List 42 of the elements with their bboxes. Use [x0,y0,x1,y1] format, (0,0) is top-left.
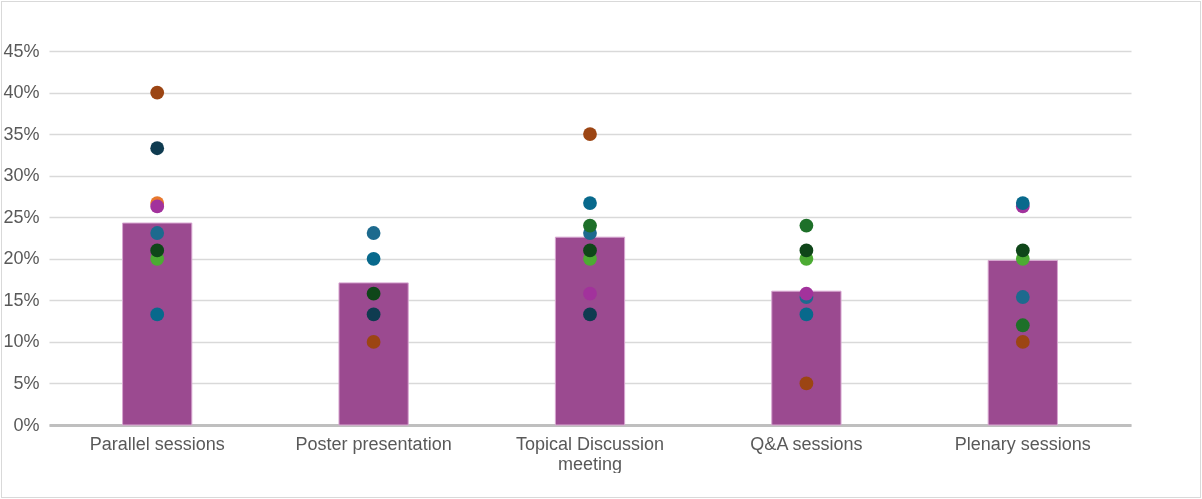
point [583,307,597,322]
x-tick-label: Parallel sessions [89,433,225,454]
point [150,199,165,214]
point [366,335,381,349]
point [583,196,597,210]
point [366,226,381,240]
point [799,243,814,258]
point [150,226,165,240]
point [150,307,165,322]
y-tick-label: 40% [3,82,40,103]
point [150,85,165,100]
point [366,251,381,266]
point [366,307,381,322]
y-tick-label: 25% [3,206,40,227]
point [583,127,597,141]
point [366,286,381,301]
x-tick-label: Poster presentation [295,433,452,454]
bar [987,259,1058,426]
y-tick-label: 30% [3,165,40,186]
bar [771,290,842,426]
point [799,376,814,391]
point [799,307,814,322]
point [150,243,165,258]
y-tick-label: 0% [13,414,40,435]
y-tick-label: 5% [13,372,40,393]
y-tick-label: 10% [3,331,40,352]
x-tick-label: Plenary sessions [954,433,1091,454]
point [1015,290,1030,304]
y-tick-label: 20% [3,248,40,269]
point [1015,335,1030,349]
y-tick-label: 45% [3,40,40,61]
point [1015,196,1030,210]
x-tick-label: Q&A sessions [750,433,863,454]
y-tick-label: 35% [3,123,40,144]
y-tick-label: 15% [3,289,40,310]
bar [554,236,626,426]
point [583,243,597,258]
point [150,141,165,156]
x-tick-label: Topical Discussion meeting [515,433,665,474]
bar [122,222,193,426]
bar [338,282,409,426]
point [1015,243,1030,258]
